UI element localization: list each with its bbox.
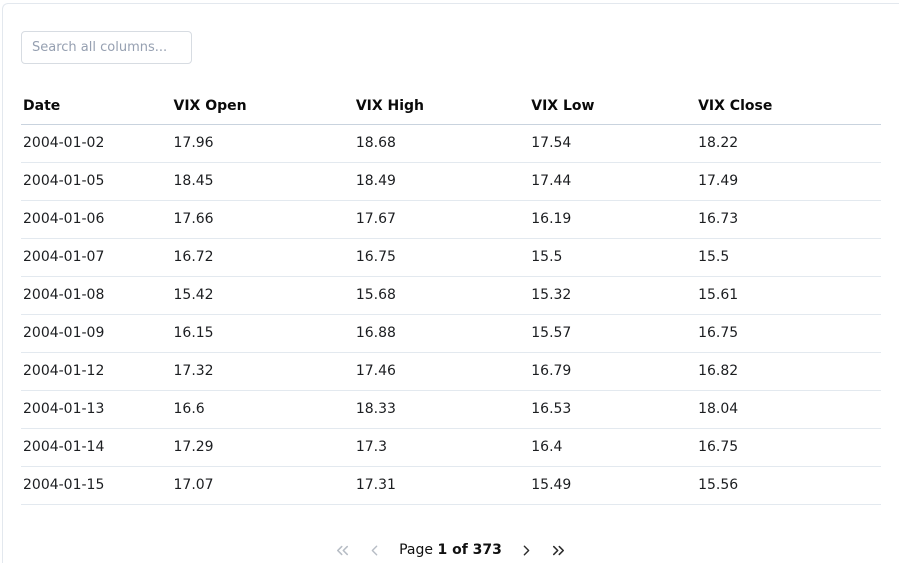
column-header: VIX High xyxy=(353,98,530,125)
table-cell: 2004-01-09 xyxy=(21,314,172,353)
table-cell: 17.66 xyxy=(171,200,354,239)
table-cell: 18.49 xyxy=(353,162,530,201)
table-cell: 17.67 xyxy=(353,200,530,239)
table-row: 2004-01-15 17.07 17.31 15.49 15.56 xyxy=(21,466,881,505)
column-header: VIX Open xyxy=(171,98,354,125)
table-row: 2004-01-14 17.29 17.3 16.4 16.75 xyxy=(21,428,881,467)
table-cell: 17.29 xyxy=(171,428,354,467)
table-cell: 15.42 xyxy=(171,276,354,315)
page-indicator: Page 1 of 373 xyxy=(399,542,502,558)
table-cell: 16.73 xyxy=(696,200,881,239)
table-cell: 15.5 xyxy=(529,238,697,277)
table-cell: 16.15 xyxy=(171,314,354,353)
table-cell: 15.32 xyxy=(529,276,697,315)
table-cell: 17.31 xyxy=(353,466,530,505)
table-cell: 15.5 xyxy=(696,238,881,277)
table-cell: 17.54 xyxy=(529,124,697,163)
table-cell: 18.68 xyxy=(353,124,530,163)
table-cell: 17.44 xyxy=(529,162,697,201)
table-cell: 18.45 xyxy=(171,162,354,201)
table-cell: 15.49 xyxy=(529,466,697,505)
last-page-button[interactable] xyxy=(549,540,569,560)
table-header-row: Date VIX Open VIX High VIX Low VIX Close xyxy=(21,98,881,125)
table-cell: 18.22 xyxy=(696,124,881,163)
table-cell: 2004-01-02 xyxy=(21,124,172,163)
table-row: 2004-01-08 15.42 15.68 15.32 15.61 xyxy=(21,276,881,315)
table-row: 2004-01-05 18.45 18.49 17.44 17.49 xyxy=(21,162,881,201)
vix-data-table: Date VIX Open VIX High VIX Low VIX Close 200… xyxy=(21,98,881,505)
table-cell: 16.72 xyxy=(171,238,354,277)
table-cell: 16.75 xyxy=(696,428,881,467)
table-body: 2004-01-02 17.96 18.68 17.54 18.22 2004-01-05… xyxy=(21,124,881,505)
table-cell: 2004-01-05 xyxy=(21,162,172,201)
chevrons-right-icon xyxy=(549,541,568,560)
table-cell: 2004-01-14 xyxy=(21,428,172,467)
first-page-button[interactable] xyxy=(332,540,352,560)
table-cell: 17.96 xyxy=(171,124,354,163)
table-cell: 18.04 xyxy=(696,390,881,429)
table-row: 2004-01-13 16.6 18.33 16.53 18.04 xyxy=(21,390,881,429)
table-cell: 16.4 xyxy=(529,428,697,467)
table-row: 2004-01-06 17.66 17.67 16.19 16.73 xyxy=(21,200,881,239)
table-cell: 17.32 xyxy=(171,352,354,391)
table-header: Date VIX Open VIX High VIX Low VIX Close xyxy=(21,98,881,125)
table-cell: 16.75 xyxy=(353,238,530,277)
table-cell: 16.88 xyxy=(353,314,530,353)
table-cell: 17.07 xyxy=(171,466,354,505)
table-cell: 16.53 xyxy=(529,390,697,429)
page-info: 1 of 373 xyxy=(437,542,502,558)
table-row: 2004-01-09 16.15 16.88 15.57 16.75 xyxy=(21,314,881,353)
table-cell: 16.19 xyxy=(529,200,697,239)
table-row: 2004-01-12 17.32 17.46 16.79 16.82 xyxy=(21,352,881,391)
search-input[interactable] xyxy=(21,31,192,64)
table-cell: 2004-01-12 xyxy=(21,352,172,391)
table-cell: 15.61 xyxy=(696,276,881,315)
table-cell: 2004-01-08 xyxy=(21,276,172,315)
table-row: 2004-01-02 17.96 18.68 17.54 18.22 xyxy=(21,124,881,163)
column-header: VIX Close xyxy=(696,98,881,125)
pagination: Page 1 of 373 xyxy=(21,536,880,563)
table-cell: 16.6 xyxy=(171,390,354,429)
table-cell: 2004-01-13 xyxy=(21,390,172,429)
table-cell: 18.33 xyxy=(353,390,530,429)
table-cell: 16.75 xyxy=(696,314,881,353)
column-header: VIX Low xyxy=(529,98,697,125)
table-row: 2004-01-07 16.72 16.75 15.5 15.5 xyxy=(21,238,881,277)
table-cell: 2004-01-07 xyxy=(21,238,172,277)
page-label: Page xyxy=(399,542,434,558)
table-cell: 15.56 xyxy=(696,466,881,505)
next-page-button[interactable] xyxy=(517,540,537,560)
table-cell: 17.3 xyxy=(353,428,530,467)
table-cell: 15.57 xyxy=(529,314,697,353)
chevron-right-icon xyxy=(518,542,535,559)
chevrons-left-icon xyxy=(333,541,352,560)
previous-page-button[interactable] xyxy=(364,540,384,560)
table-cell: 17.46 xyxy=(353,352,530,391)
table-cell: 17.49 xyxy=(696,162,881,201)
table-cell: 2004-01-06 xyxy=(21,200,172,239)
column-header: Date xyxy=(21,98,172,125)
table-cell: 2004-01-15 xyxy=(21,466,172,505)
table-cell: 16.79 xyxy=(529,352,697,391)
table-cell: 16.82 xyxy=(696,352,881,391)
table-cell: 15.68 xyxy=(353,276,530,315)
chevron-left-icon xyxy=(366,542,383,559)
